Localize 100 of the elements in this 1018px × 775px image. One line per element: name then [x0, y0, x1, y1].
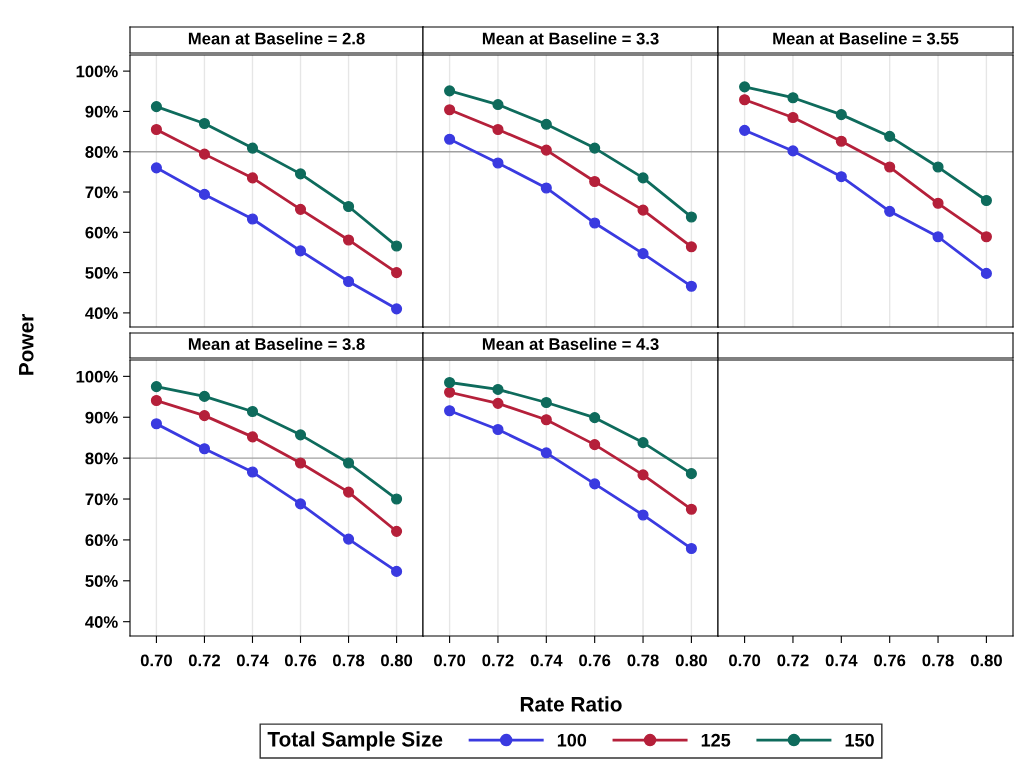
point [391, 493, 403, 505]
point [246, 431, 259, 443]
point [342, 200, 355, 213]
point [932, 161, 944, 173]
point [342, 275, 355, 288]
point [150, 123, 162, 136]
point [835, 135, 847, 147]
point [198, 410, 211, 422]
point [540, 396, 552, 409]
point [637, 172, 649, 184]
point [739, 124, 751, 136]
point [444, 133, 456, 145]
y-tick-label: 60% [85, 534, 118, 547]
point [739, 94, 751, 106]
y-tick-label: 50% [85, 575, 118, 587]
x-tick-label: 0.80 [381, 654, 413, 667]
x-tick-label: 0.70 [434, 654, 466, 667]
chart-title: Mean at Baseline = 3.8 [188, 337, 365, 350]
point [444, 376, 456, 389]
y-tick-label: 100% [76, 65, 118, 78]
chart-title: Mean at Baseline = 2.8 [188, 32, 365, 45]
x-tick-label: 0.78 [332, 654, 365, 667]
point [589, 175, 601, 188]
point [342, 457, 355, 469]
y-tick-label: 60% [85, 226, 118, 239]
x-tick-label: 0.74 [530, 654, 563, 667]
x-tick-label: 0.76 [579, 654, 611, 667]
point [787, 111, 799, 124]
point [637, 248, 649, 260]
point [589, 478, 601, 490]
y-tick-label: 90% [85, 105, 118, 118]
x-tick-label: 0.80 [675, 654, 707, 667]
point [198, 117, 211, 130]
point [637, 509, 649, 521]
point [198, 188, 211, 200]
point [444, 104, 456, 116]
point [685, 542, 697, 555]
point [246, 466, 259, 478]
point [589, 142, 601, 154]
point [342, 234, 355, 246]
point [492, 423, 504, 436]
y-tick-label: 90% [85, 411, 118, 424]
point [884, 161, 896, 173]
point [150, 162, 162, 174]
x-tick-label: 0.76 [284, 654, 317, 667]
x-tick-label: 0.78 [627, 654, 659, 667]
y-axis-title: Power [19, 314, 34, 375]
legend-label: 150 [845, 733, 874, 747]
point [246, 213, 259, 225]
chart-title: Mean at Baseline = 3.55 [773, 32, 959, 45]
point [932, 231, 944, 243]
point [884, 205, 896, 217]
point [444, 85, 456, 97]
point [492, 157, 504, 169]
point [294, 429, 307, 441]
x-tick-label: 0.80 [970, 654, 1002, 667]
point [835, 171, 847, 183]
point [540, 118, 552, 130]
point [150, 381, 162, 393]
x-tick-label: 0.76 [874, 654, 906, 667]
point [540, 144, 552, 156]
point [787, 145, 799, 157]
x-tick-label: 0.74 [236, 654, 269, 667]
point [391, 565, 403, 577]
x-tick-label: 0.78 [922, 654, 954, 667]
legend-label: 100 [557, 733, 587, 747]
x-tick-label: 0.74 [825, 654, 858, 667]
point [294, 457, 307, 469]
point [391, 525, 403, 537]
point [685, 503, 697, 515]
x-tick-label: 0.72 [188, 654, 220, 667]
point [637, 204, 649, 216]
point [589, 217, 601, 229]
point [884, 130, 896, 142]
y-tick-label: 80% [85, 146, 118, 158]
point [294, 245, 307, 257]
point [294, 168, 307, 180]
point [198, 390, 211, 402]
point [685, 211, 697, 223]
point [391, 240, 403, 252]
point [637, 469, 649, 481]
y-tick-label: 40% [85, 307, 118, 320]
point [150, 418, 162, 430]
y-tick-label: 40% [85, 616, 118, 628]
point [932, 197, 944, 209]
point [342, 486, 355, 498]
point [637, 437, 649, 449]
y-tick-label: 100% [76, 370, 118, 383]
point [589, 412, 601, 424]
x-tick-label: 0.72 [777, 654, 809, 667]
point [198, 443, 211, 455]
point [980, 231, 992, 243]
y-tick-label: 70% [85, 186, 118, 199]
point [685, 280, 697, 292]
point [391, 303, 403, 315]
x-tick-label: 0.70 [140, 654, 172, 667]
point [787, 92, 799, 104]
x-tick-label: 0.70 [729, 654, 761, 667]
point [294, 203, 307, 215]
point [835, 109, 847, 121]
